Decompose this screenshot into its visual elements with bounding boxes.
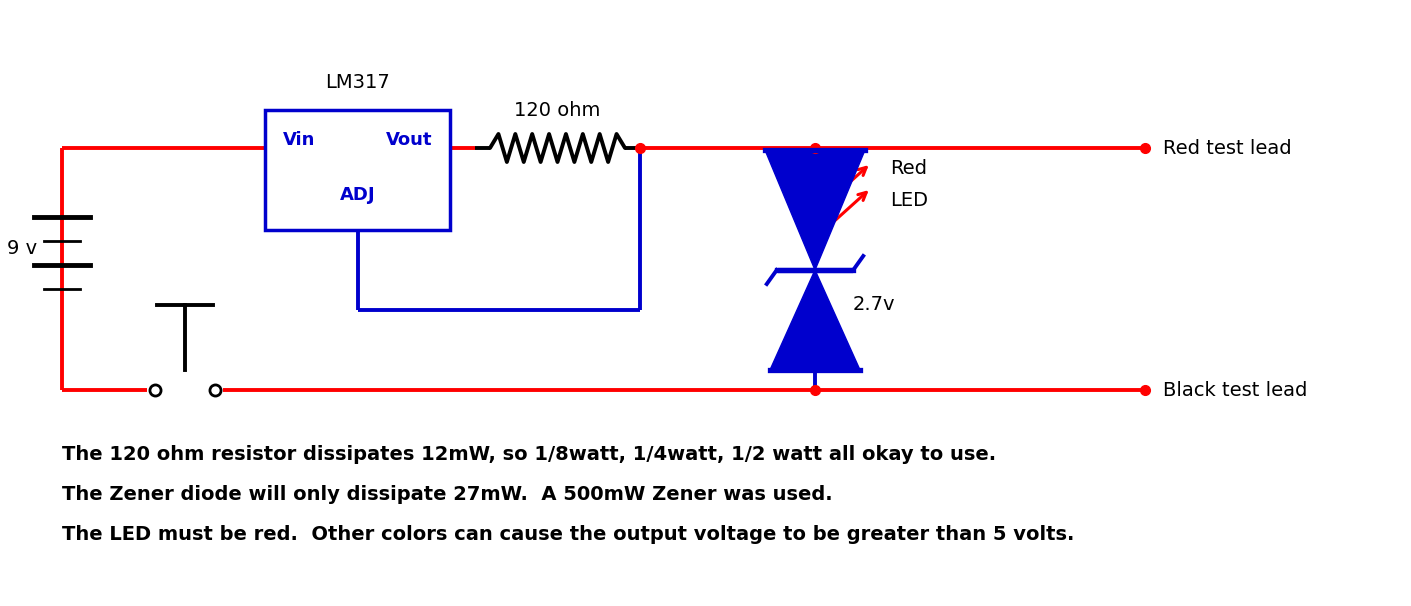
Text: Black test lead: Black test lead [1163, 381, 1308, 399]
Text: ADJ: ADJ [340, 186, 375, 204]
Bar [265, 110, 450, 230]
Polygon shape [765, 150, 865, 270]
Text: LM317: LM317 [325, 73, 389, 92]
Polygon shape [770, 270, 859, 370]
Text: The Zener diode will only dissipate 27mW.  A 500mW Zener was used.: The Zener diode will only dissipate 27mW… [62, 485, 832, 504]
Text: Vin: Vin [284, 131, 316, 149]
Text: LED: LED [890, 190, 928, 210]
Text: The 120 ohm resistor dissipates 12mW, so 1/8watt, 1/4watt, 1/2 watt all okay to : The 120 ohm resistor dissipates 12mW, so… [62, 445, 996, 464]
Text: Red test lead: Red test lead [1163, 139, 1291, 158]
Text: 120 ohm: 120 ohm [515, 101, 601, 120]
Text: Red: Red [890, 159, 927, 178]
Text: The LED must be red.  Other colors can cause the output voltage to be greater th: The LED must be red. Other colors can ca… [62, 525, 1074, 544]
Text: 9 v: 9 v [7, 239, 37, 259]
Text: 2.7v: 2.7v [854, 296, 896, 315]
Text: Vout: Vout [385, 131, 432, 149]
